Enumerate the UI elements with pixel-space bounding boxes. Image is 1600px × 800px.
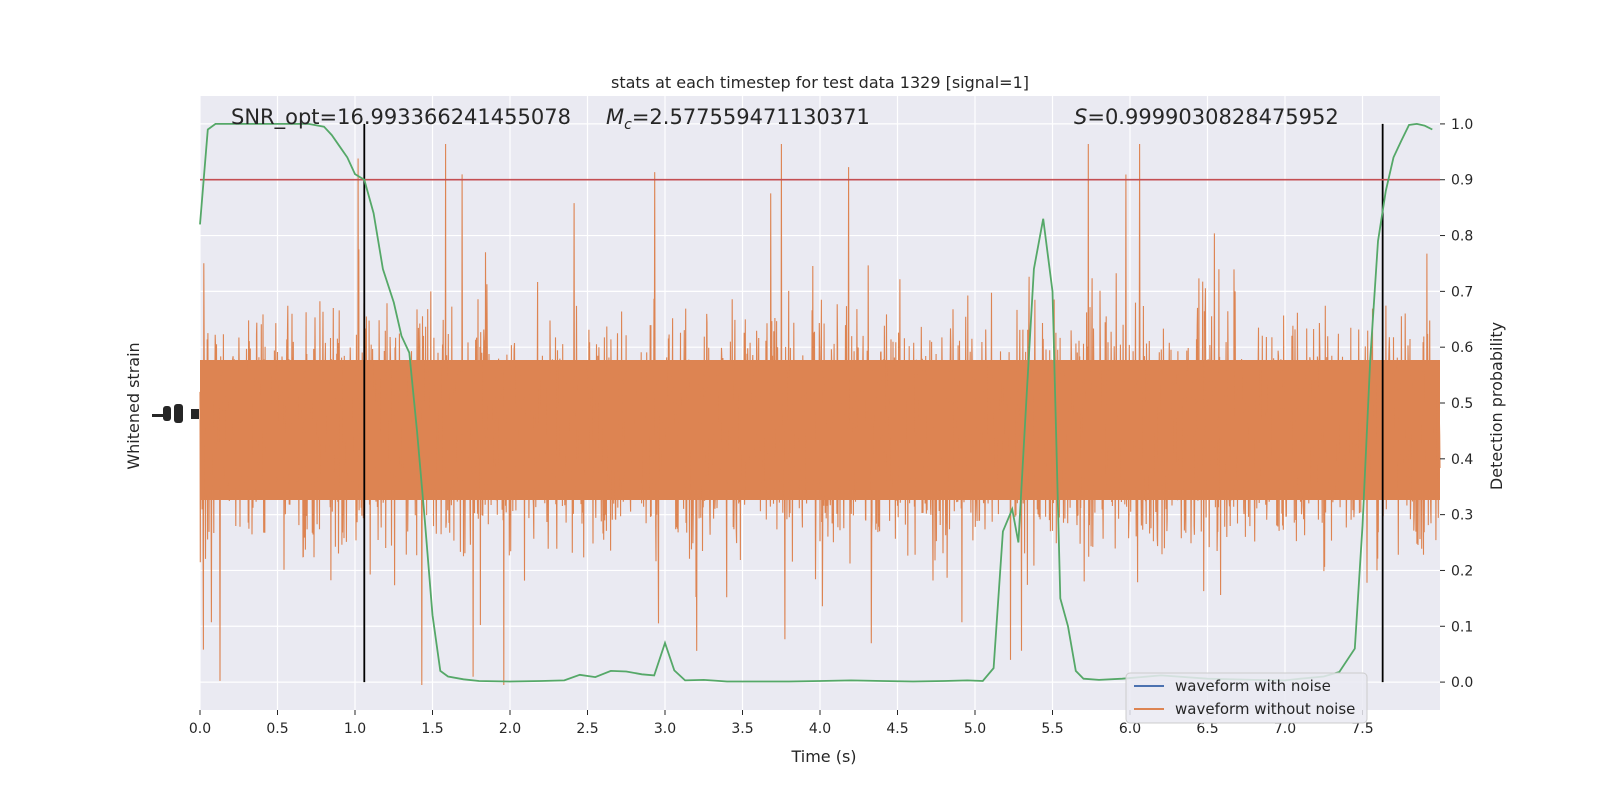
x-tick-label: 3.0 bbox=[654, 721, 676, 737]
x-tick-label: 0.0 bbox=[189, 721, 211, 737]
y-tick-label: 0.2 bbox=[1451, 563, 1473, 579]
waveform-without-noise-trace bbox=[199, 143, 1441, 686]
y-right-axis-ticks: 0.0 0.1 0.2 0.3 0.4 0.5 0.6 0.7 0.8 0.9 1.0 bbox=[1440, 117, 1473, 691]
x-tick-label: 5.5 bbox=[1041, 721, 1063, 737]
y-tick-label: 0.5 bbox=[1451, 396, 1473, 412]
legend-label-with-noise: waveform with noise bbox=[1175, 677, 1331, 695]
y-tick-label: 1.0 bbox=[1451, 117, 1473, 133]
x-tick-label: 6.5 bbox=[1196, 721, 1218, 737]
chart-title: stats at each timestep for test data 132… bbox=[611, 73, 1029, 92]
y-tick-label: 0.6 bbox=[1451, 340, 1473, 356]
x-tick-label: 7.0 bbox=[1274, 721, 1296, 737]
y-tick-label: 0.9 bbox=[1451, 173, 1473, 189]
left-axis-collapsed-ticks bbox=[152, 404, 199, 423]
x-tick-label: 7.5 bbox=[1351, 721, 1373, 737]
x-tick-label: 4.0 bbox=[809, 721, 831, 737]
y-tick-label: 0.1 bbox=[1451, 619, 1473, 635]
y-right-axis-label: Detection probability bbox=[1487, 322, 1506, 490]
y-tick-label: 0.7 bbox=[1451, 284, 1473, 300]
score-annotation: S=0.9999030828475952 bbox=[1074, 105, 1339, 129]
x-tick-label: 5.0 bbox=[964, 721, 986, 737]
legend: waveform with noise waveform without noi… bbox=[1125, 672, 1368, 724]
legend-box bbox=[1125, 672, 1368, 724]
y-tick-label: 0.0 bbox=[1451, 675, 1473, 691]
y-tick-label: 0.3 bbox=[1451, 508, 1473, 524]
y-tick-label: 0.4 bbox=[1451, 452, 1473, 468]
x-tick-label: 0.5 bbox=[266, 721, 288, 737]
x-tick-label: 6.0 bbox=[1119, 721, 1141, 737]
x-tick-label: 2.5 bbox=[576, 721, 598, 737]
x-axis-label: Time (s) bbox=[790, 747, 856, 766]
x-tick-label: 1.0 bbox=[344, 721, 366, 737]
x-axis-ticks: 0.0 0.5 1.0 1.5 2.0 2.5 3.0 3.5 4.0 4.5 5.0 5.5 6.0 6… bbox=[189, 710, 1374, 737]
legend-label-without-noise: waveform without noise bbox=[1175, 700, 1355, 718]
chirp-mass-annotation: Mc=2.577559471130371 bbox=[606, 105, 870, 133]
y-tick-label: 0.8 bbox=[1451, 229, 1473, 245]
strain-trace bbox=[199, 143, 1441, 686]
x-tick-label: 3.5 bbox=[731, 721, 753, 737]
y-left-axis-label: Whitened strain bbox=[124, 342, 143, 469]
x-tick-label: 2.0 bbox=[499, 721, 521, 737]
x-tick-label: 4.5 bbox=[886, 721, 908, 737]
snr-annotation: SNR_opt=16.993366241455078 bbox=[231, 105, 571, 130]
x-tick-label: 1.5 bbox=[421, 721, 443, 737]
